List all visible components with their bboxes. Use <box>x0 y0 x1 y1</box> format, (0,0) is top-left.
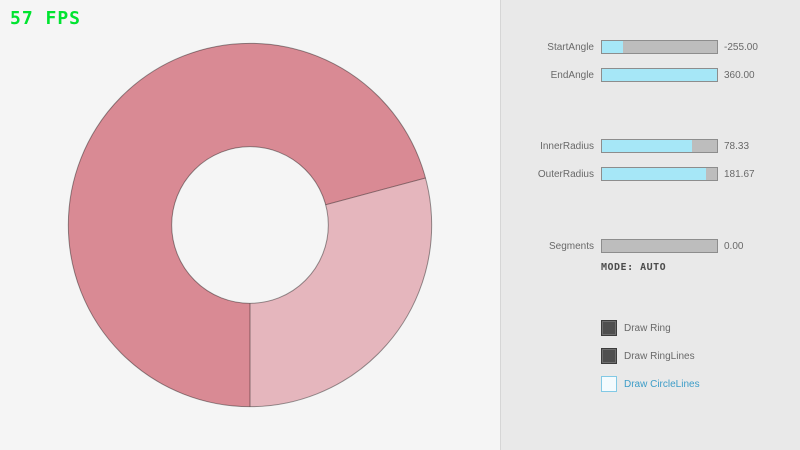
slider-value: -255.00 <box>724 42 758 53</box>
slider-label: EndAngle <box>550 70 594 81</box>
slider-row-segments: Segments 0.00 <box>501 239 800 253</box>
checkbox-label: Draw CircleLines <box>624 378 700 390</box>
slider-row-outer-radius: OuterRadius 181.67 <box>501 167 800 181</box>
checkbox-draw-ringlines[interactable]: Draw RingLines <box>601 348 695 364</box>
slider-fill <box>602 41 623 53</box>
start-angle-slider[interactable] <box>601 40 718 54</box>
fps-counter: 57 FPS <box>10 8 82 29</box>
control-panel: StartAngle -255.00 EndAngle 360.00 Inner… <box>500 0 800 450</box>
slider-label: OuterRadius <box>537 169 594 180</box>
slider-fill <box>602 168 707 180</box>
ring-sector-dark <box>68 43 426 407</box>
slider-value: 0.00 <box>724 241 744 252</box>
slider-label: InnerRadius <box>540 141 594 152</box>
slider-value: 181.67 <box>724 169 755 180</box>
checkbox-draw-circlelines[interactable]: Draw CircleLines <box>601 376 700 392</box>
checkbox-draw-ring[interactable]: Draw Ring <box>601 320 671 336</box>
end-angle-slider[interactable] <box>601 68 718 82</box>
slider-label: Segments <box>548 241 594 252</box>
ring-outer-outline <box>67 42 433 408</box>
segments-mode-text: MODE: AUTO <box>601 262 667 273</box>
ring-inner-outline <box>171 146 329 304</box>
slider-fill <box>602 69 717 81</box>
slider-value: 78.33 <box>724 141 750 152</box>
checkbox-label: Draw RingLines <box>624 350 695 362</box>
slider-row-inner-radius: InnerRadius 78.33 <box>501 139 800 153</box>
inner-radius-slider[interactable] <box>601 139 718 153</box>
ring-canvas <box>67 42 433 408</box>
slider-row-start-angle: StartAngle -255.00 <box>501 40 800 54</box>
checkbox-box[interactable] <box>601 320 617 336</box>
slider-value: 360.00 <box>724 70 755 81</box>
outer-radius-slider[interactable] <box>601 167 718 181</box>
checkbox-box[interactable] <box>601 376 617 392</box>
slider-label: StartAngle <box>547 42 594 53</box>
checkbox-label: Draw Ring <box>624 322 671 334</box>
segments-slider[interactable] <box>601 239 718 253</box>
slider-row-end-angle: EndAngle 360.00 <box>501 68 800 82</box>
ring-sector-light <box>250 177 432 407</box>
checkbox-box[interactable] <box>601 348 617 364</box>
slider-fill <box>602 140 693 152</box>
ring-edge-line-right <box>325 177 426 206</box>
